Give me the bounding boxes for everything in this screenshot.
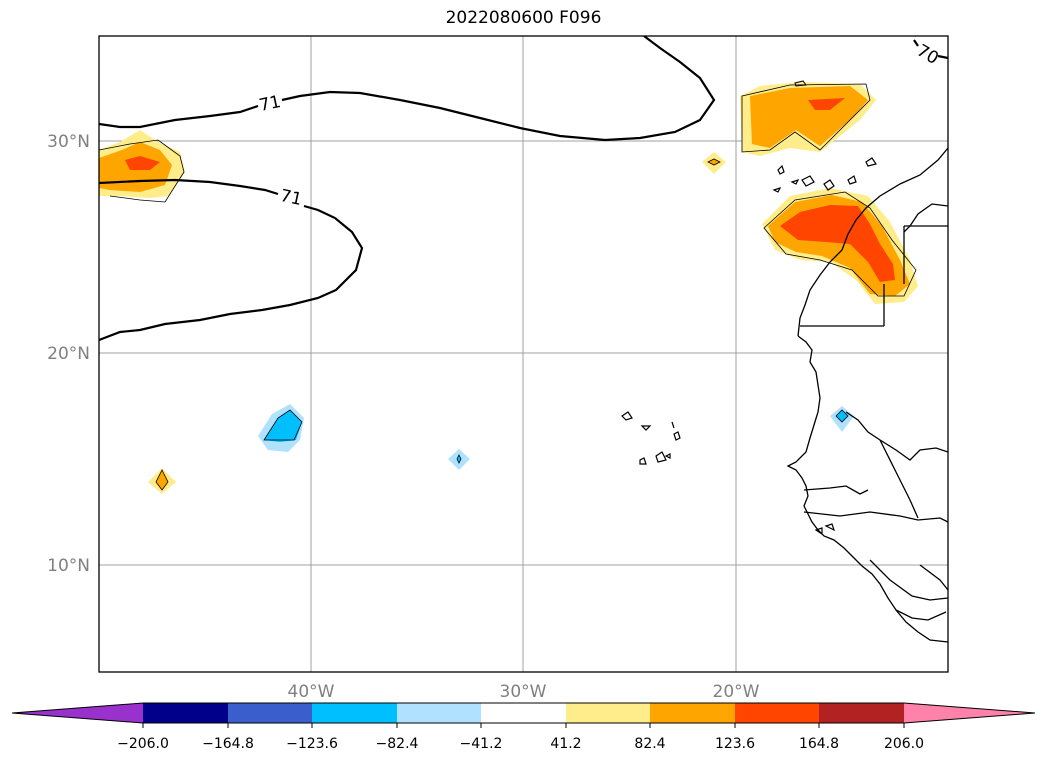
colorbar-seg-8: [735, 703, 819, 723]
contour-lines: [99, 36, 948, 342]
colorbar-seg-7: [650, 703, 735, 723]
lat-label-30n: 30°N: [47, 132, 90, 152]
colorbar-tick-label: 206.0: [884, 736, 924, 752]
colorbar-tick-label: 82.4: [634, 736, 665, 752]
coastline-africa: [786, 147, 948, 643]
lon-label-30w: 30°W: [500, 682, 547, 702]
colorbar-tick-label: 123.6: [715, 736, 755, 752]
islands: [621, 157, 877, 536]
anomaly-ne-31n: [740, 80, 876, 156]
colorbar-seg-3: [312, 703, 397, 723]
anomaly-sahara: [762, 188, 918, 304]
colorbar-seg-2: [228, 703, 312, 723]
map-frame: [98, 35, 949, 673]
colorbar-tick-label: 41.2: [550, 736, 581, 752]
lat-label-10n: 10°N: [47, 556, 90, 576]
anomaly-small-29n: [702, 152, 726, 174]
anomaly-neg-17n-15w: [830, 406, 854, 432]
map-title: 2022080600 F096: [445, 8, 602, 28]
lon-label-40w: 40°W: [288, 682, 335, 702]
colorbar-seg-5: [481, 703, 566, 723]
colorbar-seg-6: [566, 703, 650, 723]
map-panel: 71 71 70: [99, 36, 948, 672]
colorbar-tick-label: −206.0: [117, 736, 169, 752]
anomaly-small-14n: [148, 468, 176, 494]
colorbar-tick-label: −41.2: [460, 736, 503, 752]
contour-label-71-north: 71: [257, 92, 282, 116]
colorbar: −206.0 −164.8 −123.6 −82.4 −41.2 41.2 82…: [11, 702, 1036, 752]
colorbar-extend-high: [904, 703, 1035, 723]
colorbar-extend-low: [12, 703, 143, 723]
colorbar-tick-label: −82.4: [376, 736, 419, 752]
anomaly-neg-15n-33w: [448, 449, 470, 470]
colorbar-tick-label: −123.6: [286, 736, 338, 752]
colorbar-tick-label: −164.8: [202, 736, 254, 752]
lat-label-20n: 20°N: [47, 344, 90, 364]
anomaly-neg-16n-41w: [258, 404, 304, 452]
lon-label-20w: 20°W: [713, 682, 760, 702]
contour-label-71-south: 71: [278, 186, 303, 210]
colorbar-seg-4: [397, 703, 481, 723]
colorbar-tick-label: 164.8: [799, 736, 839, 752]
colorbar-seg-9: [819, 703, 904, 723]
colorbar-seg-1: [143, 703, 228, 723]
